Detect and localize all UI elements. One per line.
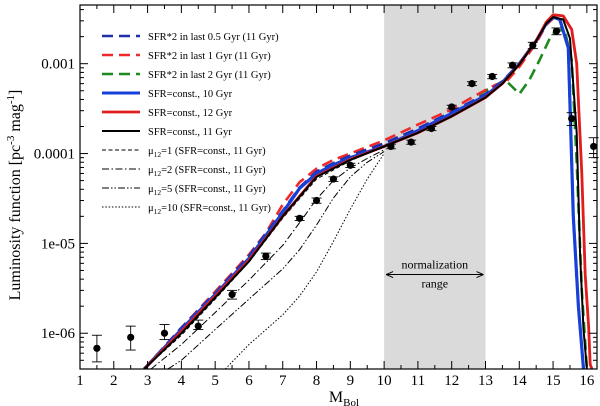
legend-mu-symbol: μ <box>148 165 154 176</box>
x-tick-label-12: 12 <box>444 373 459 389</box>
legend-label-text: =1 (SFR=const., 11 Gyr) <box>161 146 266 157</box>
x-axis-title-main: M <box>329 389 343 406</box>
series-line-6 <box>143 16 588 369</box>
legend-mu-subscript: 12 <box>154 188 162 197</box>
x-tick-label-7: 7 <box>279 373 287 389</box>
legend-mu-subscript: 12 <box>154 207 162 216</box>
legend-mu-symbol: μ <box>148 184 154 195</box>
plot-frame-layer: 1 2 3 4 5 6 7 8 9 10 11 12 13 14 15 161e-061e-050.00010… <box>34 4 598 389</box>
legend-label-2: SFR*2 in last 1 Gyr (11 Gyr) <box>148 51 271 62</box>
data-point-19 <box>552 27 561 35</box>
legend-label-6: SFR=const., 11 Gyr <box>148 127 232 138</box>
data-point-9 <box>329 175 338 183</box>
legend-label-text: =5 (SFR=const., 11 Gyr) <box>161 184 266 195</box>
legend-label-5: SFR=const., 12 Gyr <box>148 108 233 119</box>
data-point-15 <box>468 80 476 88</box>
series-line-9 <box>167 151 385 369</box>
series-line-10 <box>224 153 385 369</box>
data-point-6 <box>262 252 270 260</box>
data-point-11 <box>387 142 395 151</box>
data-point-10 <box>346 161 354 169</box>
legend-label-7: μ12=1 (SFR=const., 11 Gyr) <box>148 146 266 159</box>
data-point-12 <box>407 138 415 146</box>
y-tick-label-3: 0.0001 <box>34 147 75 163</box>
normalization-arrow-left-head <box>385 271 394 279</box>
plot-frame <box>79 4 598 370</box>
x-tick-label-3: 3 <box>144 373 152 389</box>
data-point-21 <box>590 142 598 151</box>
y-axis-title-sup1: -3 <box>5 135 17 145</box>
data-point-18 <box>529 41 537 49</box>
x-tick-label-9: 9 <box>347 373 355 389</box>
legend-mu-symbol: μ <box>148 203 154 214</box>
data-point-2 <box>127 333 135 341</box>
y-axis-title-mid: mag <box>7 104 24 136</box>
series-line-8 <box>150 149 385 369</box>
model-curves-layer <box>143 13 594 369</box>
y-tick-label-4: 0.001 <box>41 57 75 73</box>
x-tick-label-11: 11 <box>411 373 425 389</box>
normalization-label: normalization <box>401 258 468 272</box>
x-tick-label-15: 15 <box>546 373 561 389</box>
x-tick-label-10: 10 <box>377 373 392 389</box>
x-tick-label-4: 4 <box>178 373 186 389</box>
y-tick-label-2: 1e-05 <box>41 236 75 252</box>
data-point-14 <box>448 103 456 111</box>
data-point-13 <box>427 124 436 133</box>
normalization-arrow-right-head <box>476 271 484 279</box>
legend-label-4: SFR=const., 10 Gyr <box>148 89 233 100</box>
range-label: range <box>421 277 448 291</box>
y-tick-label-1: 1e-06 <box>41 326 76 342</box>
y-axis-title-sup2: -1 <box>5 95 17 104</box>
x-tick-label-6: 6 <box>245 373 253 389</box>
legend-mu-symbol: μ <box>148 146 154 157</box>
data-point-7 <box>296 214 304 222</box>
legend-label-8: μ12=2 (SFR=const., 11 Gyr) <box>148 165 266 178</box>
data-point-3 <box>160 329 169 337</box>
legend-label-10: μ12=10 (SFR=const., 11 Gyr) <box>148 203 271 216</box>
legend: SFR*2 in last 0.5 Gyr (11 Gyr) SFR*2 in l… <box>102 32 279 216</box>
series-line-4 <box>143 15 586 369</box>
data-point-5 <box>228 290 236 299</box>
x-tick-label-1: 1 <box>76 373 84 389</box>
data-point-16 <box>488 72 496 81</box>
x-tick-label-2: 2 <box>110 373 118 389</box>
legend-mu-subscript: 12 <box>154 150 162 159</box>
data-point-8 <box>312 196 321 205</box>
legend-label-text: =10 (SFR=const., 11 Gyr) <box>161 203 271 214</box>
x-tick-label-16: 16 <box>579 373 595 389</box>
x-tick-label-5: 5 <box>211 373 219 389</box>
data-point-4 <box>194 322 202 330</box>
normalization-annotation-layer: normalization range <box>385 258 484 291</box>
data-point-1 <box>93 344 101 352</box>
x-axis-title-subscript: Bol <box>343 397 359 406</box>
x-tick-label-13: 13 <box>478 373 493 389</box>
legend-label-9: μ12=5 (SFR=const., 11 Gyr) <box>148 184 266 197</box>
normalization-band-layer <box>384 5 486 369</box>
normalization-range-band <box>384 5 486 369</box>
legend-label-3: SFR*2 in last 2 Gyr (11 Gyr) <box>148 70 271 81</box>
legend-label-1: SFR*2 in last 0.5 Gyr (11 Gyr) <box>148 32 279 43</box>
legend-mu-subscript: 12 <box>154 169 162 178</box>
data-point-20 <box>568 114 576 123</box>
y-axis-title-end: ] <box>7 90 24 95</box>
y-axis-title: Luminosity function [pc-3 mag-1] <box>5 90 24 301</box>
x-tick-label-14: 14 <box>512 373 528 389</box>
data-point-17 <box>508 61 517 69</box>
x-tick-label-8: 8 <box>313 373 321 389</box>
y-axis-title-main: Luminosity function [pc <box>7 145 24 301</box>
x-axis-title: MBol <box>329 389 359 406</box>
legend-label-text: =2 (SFR=const., 11 Gyr) <box>161 165 266 176</box>
